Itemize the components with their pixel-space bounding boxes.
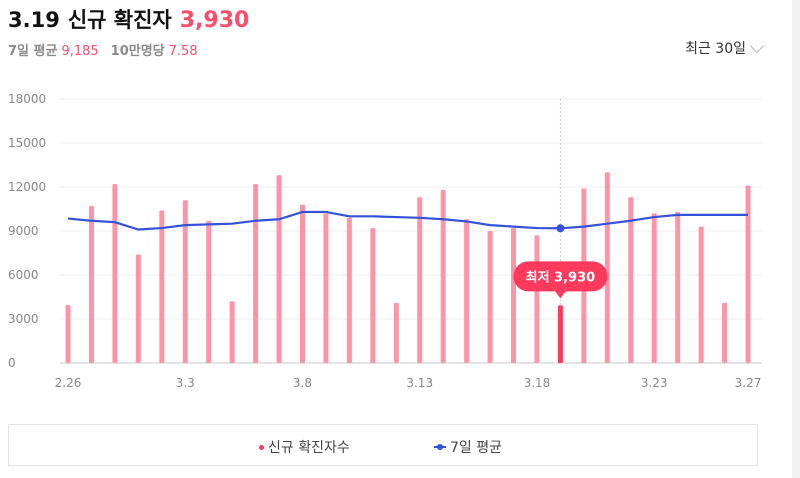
x-tick-label: 3.27 <box>735 376 762 390</box>
bar <box>675 211 681 363</box>
bar <box>323 213 329 363</box>
bar <box>299 204 305 363</box>
title-label: 신규 확진자 <box>67 8 172 32</box>
cases-chart[interactable]: 0 3000 6000 9000 12000 15000 18000 2.26 3.3 3.8 3.… <box>0 82 800 392</box>
bar <box>417 197 423 363</box>
bar <box>745 185 751 363</box>
x-tick-label: 3.23 <box>641 376 668 390</box>
bar <box>464 219 470 363</box>
y-tick-label: 0 <box>8 356 16 370</box>
selected-date: 3.19 <box>8 8 60 32</box>
bar <box>440 189 446 363</box>
x-tick-label: 2.26 <box>55 376 82 390</box>
tooltip-pointer <box>554 290 567 299</box>
bar <box>253 184 259 363</box>
bar <box>534 235 540 363</box>
scrollbar-track[interactable] <box>792 0 800 478</box>
avg-point-highlight <box>556 224 565 233</box>
period-dropdown[interactable]: 최근 30일 <box>685 38 765 58</box>
selected-value: 3,930 <box>179 8 250 33</box>
x-tick-label: 3.3 <box>176 376 195 390</box>
tooltip-label: 최저 3,930 <box>526 270 596 285</box>
bar-highlight <box>557 305 563 363</box>
legend-line-icon <box>434 444 446 450</box>
legend-avg-label: 7일 평균 <box>450 440 502 456</box>
per100k-label: 10만명당 <box>110 44 165 59</box>
avg-value: 9,185 <box>61 44 99 59</box>
avg-line <box>67 210 748 231</box>
bar <box>628 197 634 363</box>
bar <box>722 302 728 363</box>
bar <box>65 305 71 363</box>
bar <box>487 231 493 363</box>
bar <box>229 301 235 363</box>
y-tick-label: 18000 <box>8 92 46 106</box>
bar <box>112 184 118 363</box>
bar <box>182 200 188 363</box>
bar <box>370 228 376 363</box>
bar <box>135 254 141 363</box>
y-tick-label: 9000 <box>8 224 39 238</box>
summary-stats: 7일 평균 9,185 10만명당 7.58 <box>8 40 206 59</box>
bar <box>698 226 704 363</box>
bar <box>393 302 399 363</box>
legend-item-cases[interactable]: 신규 확진자수 <box>259 437 350 457</box>
y-tick-label: 6000 <box>8 268 39 282</box>
header-title: 3.19 신규 확진자 3,930 <box>8 4 249 34</box>
y-tick-label: 12000 <box>8 180 46 194</box>
bar <box>511 228 517 363</box>
bar <box>604 172 610 363</box>
x-tick-label: 3.18 <box>524 376 551 390</box>
x-tick-label: 3.8 <box>293 376 312 390</box>
period-label: 최근 30일 <box>685 41 746 57</box>
legend-cases-label: 신규 확진자수 <box>268 440 350 456</box>
legend-dot-icon <box>259 444 264 450</box>
avg-label: 7일 평균 <box>8 44 58 59</box>
chevron-down-icon <box>749 38 765 53</box>
bar <box>651 213 657 363</box>
legend-item-avg[interactable]: 7일 평균 <box>434 437 502 457</box>
bar <box>88 206 94 363</box>
per100k-value: 7.58 <box>168 44 198 59</box>
y-tick-label: 3000 <box>8 312 39 326</box>
bar <box>206 220 212 363</box>
bar <box>346 217 352 363</box>
bar <box>276 175 282 363</box>
tooltip-bubble <box>513 261 608 292</box>
bar <box>159 210 165 363</box>
chart-legend: 신규 확진자수 7일 평균 <box>8 424 758 466</box>
x-tick-label: 3.13 <box>406 376 433 390</box>
y-tick-label: 15000 <box>8 136 46 150</box>
